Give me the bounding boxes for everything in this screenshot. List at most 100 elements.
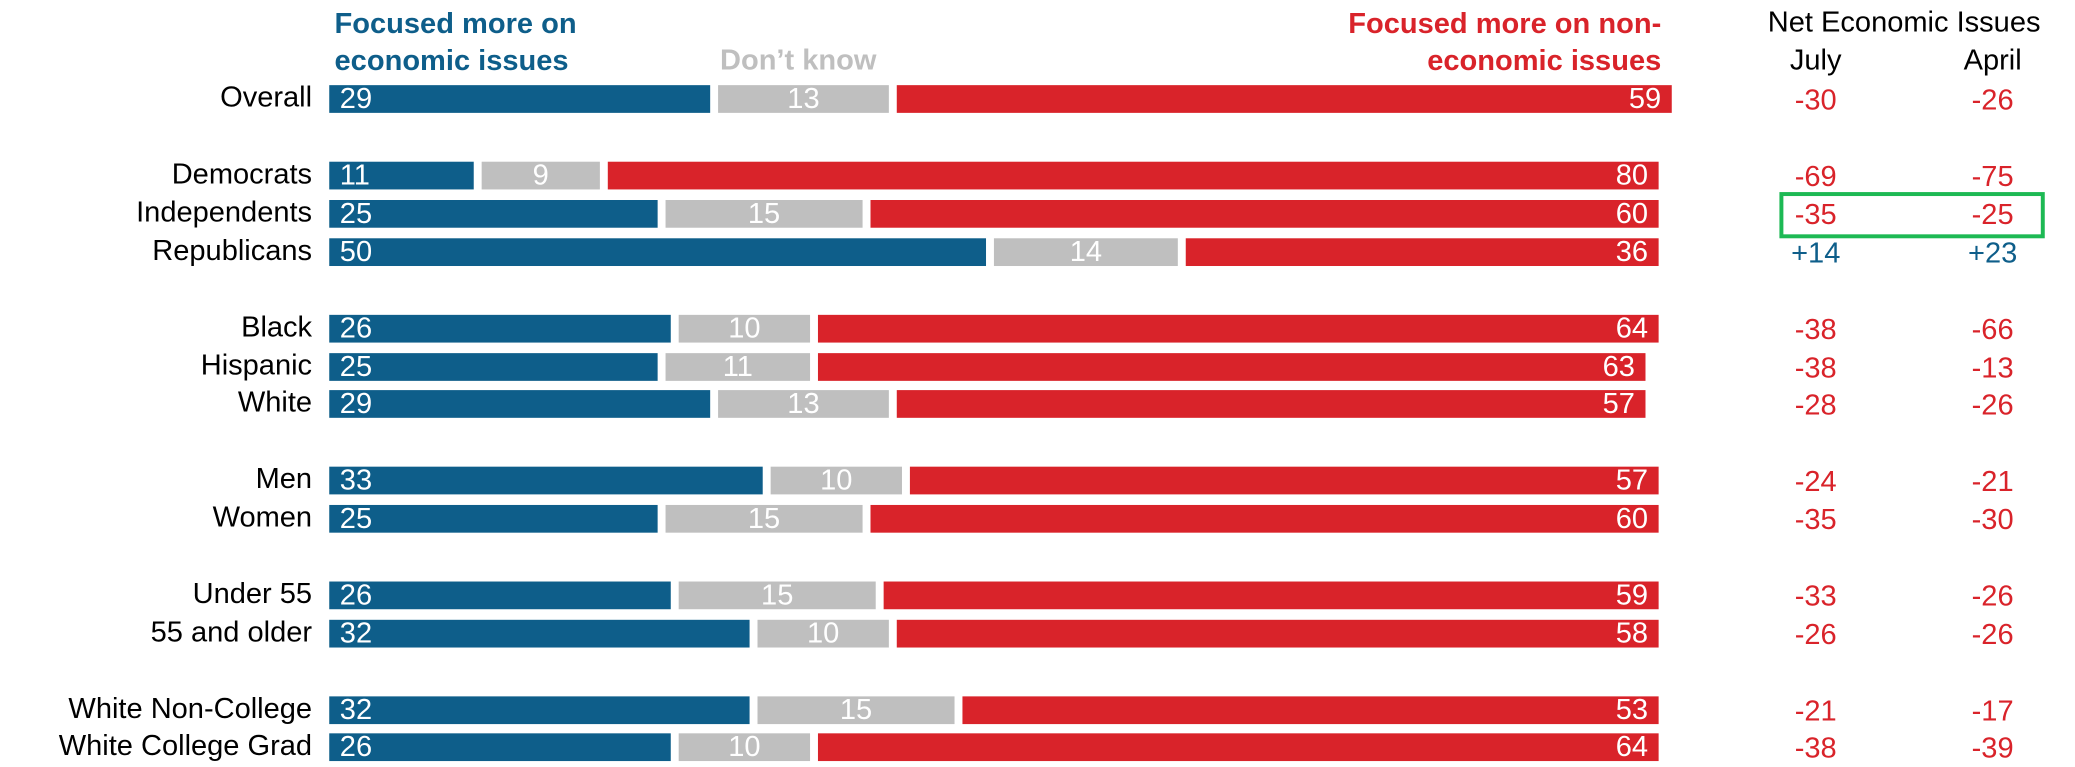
net-value: -35 <box>1795 199 1837 231</box>
data-label: 50 <box>340 236 372 268</box>
bar-segment <box>329 314 671 343</box>
data-label: 11 <box>340 160 370 192</box>
data-label: 15 <box>761 579 793 611</box>
category-label: Hispanic <box>201 350 312 382</box>
data-label: 13 <box>787 83 819 115</box>
bar-segment <box>678 314 811 343</box>
bar-segment <box>870 504 1659 533</box>
data-label: 15 <box>748 198 780 230</box>
category-label: 55 and older <box>151 616 313 648</box>
net-value: -35 <box>1795 504 1837 536</box>
net-value: -38 <box>1795 733 1837 765</box>
data-label: 32 <box>340 618 372 650</box>
net-value: -26 <box>1972 619 2014 651</box>
bar-segment <box>718 390 889 418</box>
legend-economic-fo: Focused more on economic issues <box>334 6 577 77</box>
net-value: -26 <box>1972 84 2014 116</box>
legend-dont-know: Don’t know <box>720 45 877 77</box>
category-label: Women <box>213 501 313 533</box>
data-label: 10 <box>728 731 760 763</box>
data-label: 60 <box>1616 503 1648 535</box>
net-value: -21 <box>1795 696 1837 728</box>
net-value: -30 <box>1972 504 2014 536</box>
data-label: 10 <box>728 313 760 345</box>
bar-segment <box>329 696 750 725</box>
category-label: White <box>238 387 312 419</box>
legend-economic: Focused more on economic issues <box>334 6 577 77</box>
bar-segment <box>329 619 750 648</box>
bar-segment <box>817 353 1646 381</box>
data-label: 25 <box>340 198 372 230</box>
bar-segment <box>770 466 902 495</box>
net-value: +23 <box>1968 237 2017 269</box>
bar-segment <box>329 466 763 495</box>
category-label: Black <box>241 311 312 343</box>
data-label: 59 <box>1629 83 1661 115</box>
bar-segment <box>962 696 1659 725</box>
data-label: 36 <box>1616 236 1648 268</box>
net-value: -39 <box>1972 733 2014 765</box>
data-label: 63 <box>1603 351 1635 383</box>
category-label: White Non-College <box>68 693 312 725</box>
net-value: -13 <box>1972 352 2014 384</box>
bar-segment <box>817 733 1659 762</box>
category-label: Independents <box>136 197 312 229</box>
bar-segment <box>896 85 1672 113</box>
bar-segment <box>993 238 1178 267</box>
data-label: 59 <box>1616 579 1648 611</box>
bar-segment <box>329 238 987 267</box>
legend-non-economic-fo: Focused more on non-economic issues <box>1348 6 1662 77</box>
category-label: Republicans <box>152 235 312 267</box>
data-label: 13 <box>787 388 819 420</box>
net-value: -26 <box>1972 581 2014 613</box>
bar-segment <box>909 466 1659 495</box>
data-label: 33 <box>340 465 372 497</box>
data-label: 64 <box>1616 731 1648 763</box>
net-value: -33 <box>1795 581 1837 613</box>
category-label: Under 55 <box>193 578 312 610</box>
net-value: -38 <box>1795 314 1837 346</box>
net-value: -17 <box>1972 696 2014 728</box>
data-label: 60 <box>1616 198 1648 230</box>
data-label: 53 <box>1616 694 1648 726</box>
data-label: 10 <box>807 618 839 650</box>
net-value: -30 <box>1795 84 1837 116</box>
bar-segment <box>757 619 889 648</box>
bar-segment <box>718 85 889 113</box>
data-label: 58 <box>1616 618 1648 650</box>
bar-segment <box>817 314 1659 343</box>
data-label: 11 <box>723 351 753 383</box>
data-label: 25 <box>340 503 372 535</box>
bar-segment <box>329 200 658 228</box>
net-value: -26 <box>1795 619 1837 651</box>
bar-segment <box>883 581 1659 610</box>
bar-segment <box>329 733 671 762</box>
data-label: 57 <box>1603 388 1635 420</box>
data-label: 64 <box>1616 313 1648 345</box>
bar-segment <box>607 161 1659 190</box>
net-value: -66 <box>1972 314 2014 346</box>
bar-segment <box>329 504 658 533</box>
data-label: 29 <box>340 83 372 115</box>
net-title: Net Economic Issues <box>1768 6 2041 38</box>
bar-segment <box>678 581 876 610</box>
data-label: 29 <box>340 388 372 420</box>
bar-segment <box>329 390 711 418</box>
net-value: -21 <box>1972 466 2014 498</box>
data-label: 14 <box>1070 236 1102 268</box>
net-value: -26 <box>1972 389 2014 421</box>
bar-segment <box>481 161 600 190</box>
category-label: Democrats <box>172 158 312 190</box>
net-value: -24 <box>1795 466 1837 498</box>
bar-segment <box>329 353 658 381</box>
bar-segment <box>329 85 711 113</box>
net-value: -38 <box>1795 352 1837 384</box>
bar-segment <box>665 200 863 228</box>
data-label: 9 <box>533 160 549 192</box>
data-label: 25 <box>340 351 372 383</box>
net-column-header: July <box>1790 45 1842 77</box>
bar-segment <box>665 353 811 381</box>
data-label: 26 <box>340 579 372 611</box>
legend-non-economic: Focused more on non-economic issues <box>1348 6 1662 77</box>
